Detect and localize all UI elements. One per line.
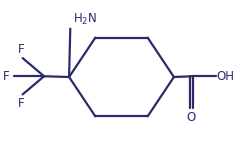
Text: F: F (18, 97, 25, 110)
Text: O: O (187, 111, 196, 124)
Text: F: F (3, 70, 9, 83)
Text: H$_2$N: H$_2$N (73, 12, 97, 27)
Text: F: F (18, 43, 25, 56)
Text: OH: OH (217, 70, 235, 83)
